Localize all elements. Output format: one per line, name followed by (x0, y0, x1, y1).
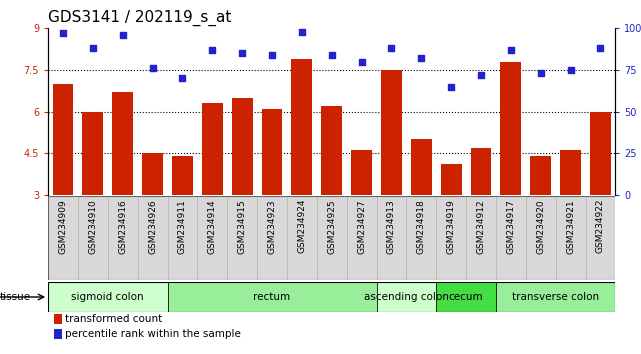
Text: GSM234913: GSM234913 (387, 199, 396, 254)
Point (267, 52, 277, 58)
Bar (83, 112, 103, 195)
Bar (292, 59, 312, 195)
Text: sigmoid colon: sigmoid colon (72, 292, 144, 302)
Bar (48, 196, 78, 280)
Point (536, 70, 546, 76)
Point (58, 30, 68, 36)
Text: transformed count: transformed count (65, 314, 162, 324)
Text: GSM234927: GSM234927 (357, 199, 366, 253)
Point (237, 51, 247, 56)
Bar (197, 196, 227, 280)
Text: GSM234921: GSM234921 (566, 199, 575, 253)
Point (387, 45, 397, 51)
Text: GSM234916: GSM234916 (118, 199, 127, 254)
Text: GSM234919: GSM234919 (447, 199, 456, 254)
Bar (257, 196, 287, 280)
Text: GDS3141 / 202119_s_at: GDS3141 / 202119_s_at (48, 9, 231, 25)
Text: GSM234923: GSM234923 (267, 199, 276, 253)
Bar (108, 196, 138, 280)
Bar (112, 92, 133, 195)
Bar (590, 112, 611, 195)
Point (326, 52, 337, 58)
Bar (376, 282, 437, 312)
Bar (496, 196, 526, 280)
Point (88, 45, 98, 51)
Point (297, 29, 307, 34)
Text: GSM234926: GSM234926 (148, 199, 157, 253)
Bar (138, 196, 167, 280)
Point (416, 56, 426, 61)
Bar (317, 196, 347, 280)
Bar (227, 196, 257, 280)
Point (506, 47, 516, 53)
Bar (556, 196, 585, 280)
Text: GSM234909: GSM234909 (58, 199, 67, 254)
Bar (262, 109, 283, 195)
Bar (381, 70, 402, 195)
Point (595, 45, 606, 51)
Bar (167, 196, 197, 280)
Text: GSM234917: GSM234917 (506, 199, 515, 254)
Bar (411, 139, 432, 195)
Bar (347, 196, 376, 280)
Point (178, 75, 188, 81)
Bar (53, 84, 74, 195)
Text: transverse colon: transverse colon (512, 292, 599, 302)
Bar (321, 106, 342, 195)
Point (476, 72, 486, 78)
Text: GSM234925: GSM234925 (327, 199, 337, 253)
Text: GSM234920: GSM234920 (537, 199, 545, 253)
Bar (501, 62, 521, 195)
Bar (376, 196, 406, 280)
Text: GSM234918: GSM234918 (417, 199, 426, 254)
Bar (78, 196, 108, 280)
Bar (437, 282, 496, 312)
Text: GSM234911: GSM234911 (178, 199, 187, 254)
Point (117, 32, 128, 38)
Text: GSM234924: GSM234924 (297, 199, 306, 253)
Text: GSM234914: GSM234914 (208, 199, 217, 253)
Text: GSM234912: GSM234912 (476, 199, 485, 253)
Bar (496, 282, 615, 312)
Bar (231, 98, 253, 195)
Point (356, 59, 367, 64)
Text: GSM234922: GSM234922 (596, 199, 605, 253)
Bar (142, 153, 163, 195)
Bar (437, 196, 466, 280)
Point (207, 47, 217, 53)
Point (147, 65, 158, 71)
Point (446, 84, 456, 89)
Text: percentile rank within the sample: percentile rank within the sample (65, 329, 240, 339)
Point (565, 67, 576, 73)
Bar (406, 196, 437, 280)
Bar (560, 150, 581, 195)
Text: rectum: rectum (253, 292, 290, 302)
Bar (530, 156, 551, 195)
Bar (287, 196, 317, 280)
Bar (167, 282, 376, 312)
Bar (466, 196, 496, 280)
Text: GSM234915: GSM234915 (238, 199, 247, 254)
Text: ascending colon: ascending colon (364, 292, 449, 302)
Bar (202, 103, 222, 195)
Bar (470, 148, 492, 195)
Bar (351, 150, 372, 195)
Bar (48, 282, 167, 312)
Bar (172, 156, 193, 195)
Bar (441, 164, 462, 195)
Text: cecum: cecum (449, 292, 483, 302)
Bar (526, 196, 556, 280)
Text: tissue: tissue (0, 292, 31, 302)
Text: GSM234910: GSM234910 (88, 199, 97, 254)
Bar (585, 196, 615, 280)
